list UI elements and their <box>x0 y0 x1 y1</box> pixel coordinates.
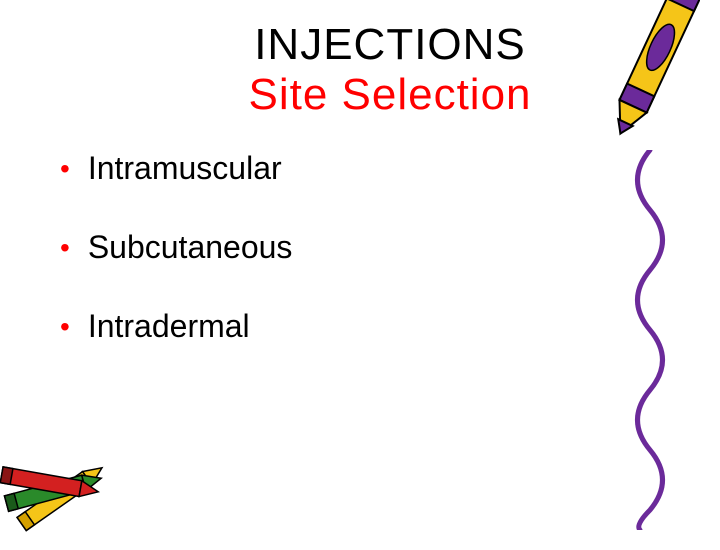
bullet-dot-icon: • <box>60 313 70 341</box>
bullet-text: Intradermal <box>88 308 250 345</box>
title-block: INJECTIONS Site Selection <box>110 20 670 120</box>
title-line1: INJECTIONS <box>110 20 670 70</box>
bullet-dot-icon: • <box>60 155 70 183</box>
bullet-item: • Intramuscular <box>60 150 670 187</box>
crayons-bottom-icon <box>0 430 140 550</box>
squiggle-icon <box>620 150 680 530</box>
crayon-top-icon <box>600 0 700 170</box>
bullet-dot-icon: • <box>60 234 70 262</box>
bullet-text: Subcutaneous <box>88 229 293 266</box>
bullet-list: • Intramuscular • Subcutaneous • Intrade… <box>60 150 670 345</box>
bullet-item: • Subcutaneous <box>60 229 670 266</box>
bullet-item: • Intradermal <box>60 308 670 345</box>
slide: INJECTIONS Site Selection • Intramuscula… <box>0 0 720 540</box>
bullet-text: Intramuscular <box>88 150 282 187</box>
title-line2: Site Selection <box>110 70 670 120</box>
